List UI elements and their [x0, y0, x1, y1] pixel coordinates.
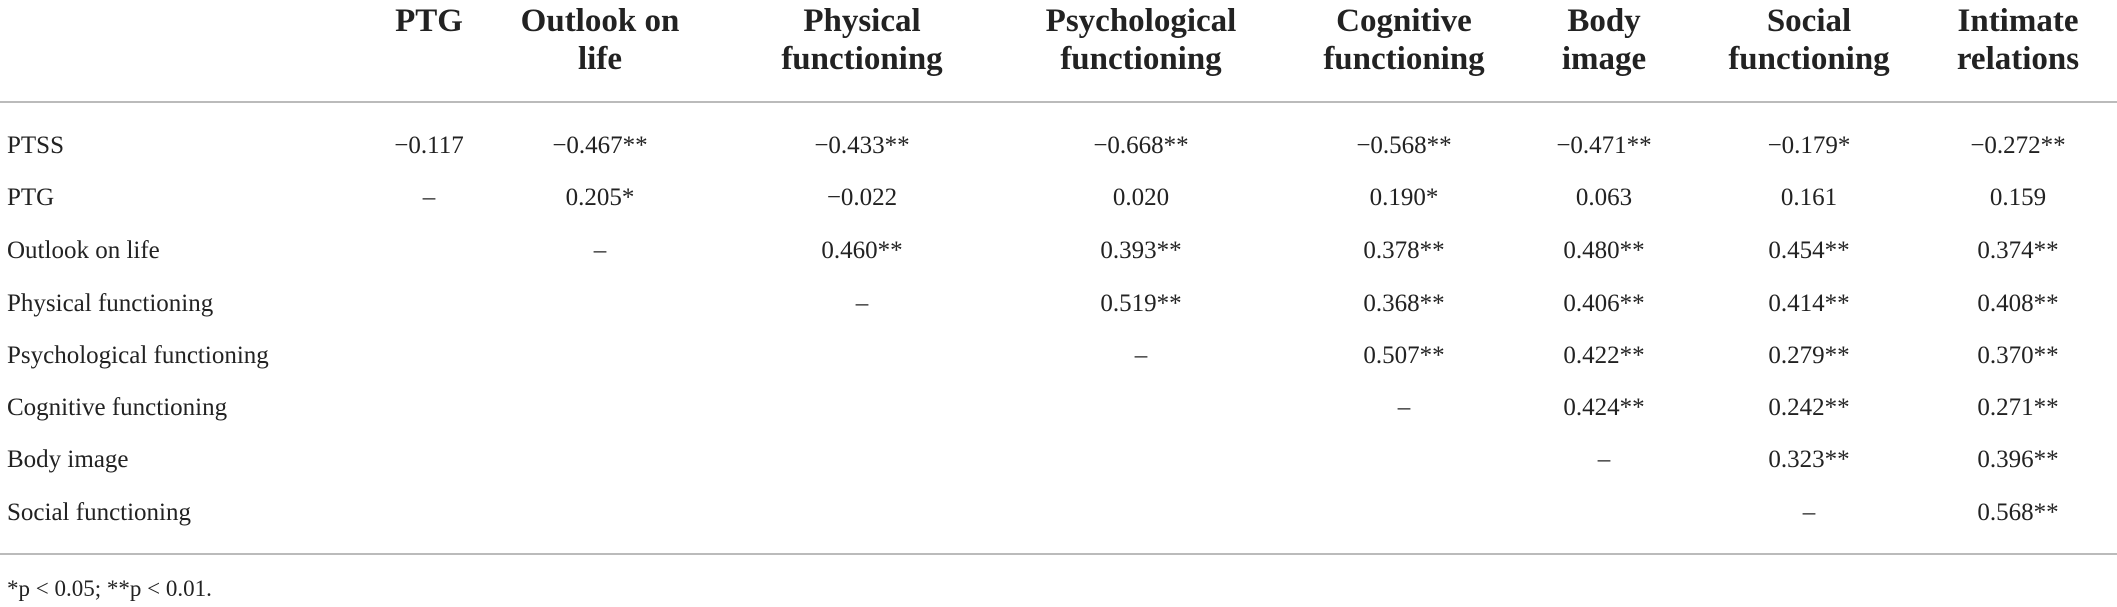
table-cell: 0.370**: [1977, 342, 2059, 369]
table-cell: 0.406**: [1563, 290, 1645, 317]
table-cell: 0.378**: [1363, 237, 1445, 264]
table-cell: 0.242**: [1768, 394, 1850, 421]
table-cell: 0.020: [1112, 184, 1170, 211]
column-header: functioning: [781, 41, 943, 77]
row-label: Social functioning: [7, 499, 191, 526]
table-cell: –: [1597, 446, 1611, 473]
row-label: Psychological functioning: [7, 342, 269, 369]
table-cell: −0.467**: [552, 132, 648, 159]
column-header: Outlook on: [520, 3, 680, 39]
table-cell: 0.205*: [565, 184, 635, 211]
column-header: relations: [1956, 41, 2080, 77]
table-cell: 0.323**: [1768, 446, 1850, 473]
table-cell: −0.668**: [1093, 132, 1189, 159]
table-cell: 0.424**: [1563, 394, 1645, 421]
table-cell: −0.179*: [1767, 132, 1851, 159]
column-header: PTG: [395, 3, 463, 39]
column-header: functioning: [1728, 41, 1890, 77]
table-cell: 0.408**: [1977, 290, 2059, 317]
table-cell: 0.190*: [1369, 184, 1439, 211]
column-header: Social: [1766, 3, 1852, 39]
table-cell: –: [1397, 394, 1411, 421]
table-cell: −0.568**: [1356, 132, 1452, 159]
table-cell: 0.568**: [1977, 499, 2059, 526]
row-label: PTG: [7, 184, 55, 211]
table-cell: 0.480**: [1563, 237, 1645, 264]
table-cell: 0.519**: [1100, 290, 1182, 317]
table-cell: –: [422, 184, 436, 211]
header-rule: [0, 101, 2117, 103]
table-cell: 0.393**: [1100, 237, 1182, 264]
table-cell: 0.368**: [1363, 290, 1445, 317]
row-label: Outlook on life: [7, 237, 160, 264]
table-cell: −0.433**: [814, 132, 910, 159]
row-label: Cognitive functioning: [7, 394, 228, 421]
bottom-rule: [0, 553, 2117, 555]
footnote: *p < 0.05; **p < 0.01.: [7, 576, 212, 601]
row-label: Body image: [7, 446, 129, 473]
column-header: life: [578, 41, 622, 77]
row-label: PTSS: [7, 132, 64, 159]
table-cell: 0.374**: [1977, 237, 2059, 264]
column-header: functioning: [1323, 41, 1485, 77]
table-cell: −0.272**: [1970, 132, 2066, 159]
table-cell: –: [1134, 342, 1148, 369]
table-cell: 0.414**: [1768, 290, 1850, 317]
column-header: Psychological: [1045, 3, 1237, 39]
table-cell: −0.022: [826, 184, 898, 211]
table-cell: 0.396**: [1977, 446, 2059, 473]
table-cell: 0.422**: [1563, 342, 1645, 369]
table-cell: −0.117: [394, 132, 464, 159]
column-header: Cognitive: [1336, 3, 1472, 39]
table-cell: –: [593, 237, 607, 264]
column-header: image: [1561, 41, 1647, 77]
table-cell: –: [855, 290, 869, 317]
table-cell: 0.507**: [1363, 342, 1445, 369]
table-cell: 0.159: [1989, 184, 2047, 211]
table-cell: −0.471**: [1556, 132, 1652, 159]
column-header: Body: [1567, 3, 1641, 39]
table-cell: 0.460**: [821, 237, 903, 264]
table-cell: 0.161: [1780, 184, 1838, 211]
table-cell: 0.063: [1575, 184, 1633, 211]
table-cell: –: [1802, 499, 1816, 526]
table-cell: 0.454**: [1768, 237, 1850, 264]
column-header: functioning: [1060, 41, 1222, 77]
table-cell: 0.279**: [1768, 342, 1850, 369]
column-header: Physical: [803, 3, 921, 39]
column-header: Intimate: [1957, 3, 2079, 39]
table-cell: 0.271**: [1977, 394, 2059, 421]
row-label: Physical functioning: [7, 290, 214, 317]
